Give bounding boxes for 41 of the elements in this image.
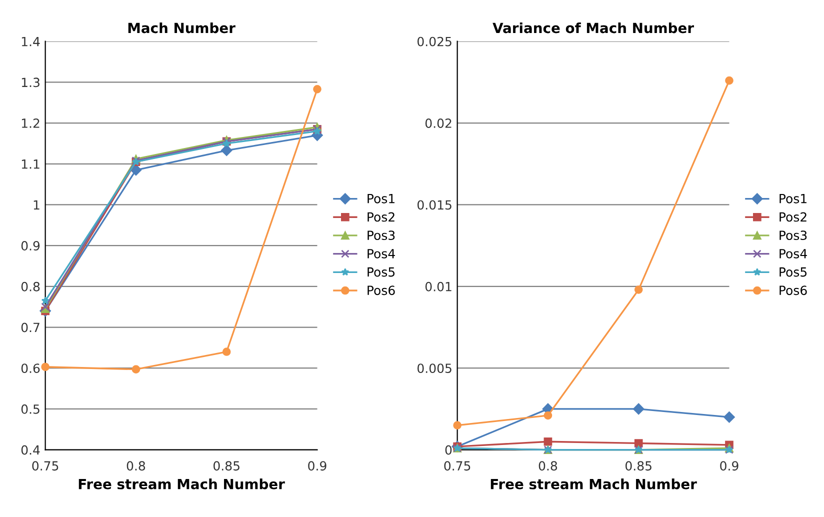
x-tick-label: 0.8 — [126, 461, 146, 471]
y-tick-label: 1.4 — [22, 36, 40, 46]
y-tick-label: 1.2 — [22, 118, 40, 128]
y-tick-label: 0.9 — [21, 241, 40, 250]
y-tick-label: 0.005 — [418, 364, 452, 374]
y-tick-label: 0.6 — [21, 364, 40, 374]
legend-label: Pos2 — [780, 212, 806, 222]
x-tick-label: 0.85 — [214, 461, 240, 471]
x-tick-label: 0.9 — [308, 461, 326, 471]
y-tick-label: 0.7 — [21, 322, 40, 332]
y-tick-label: 0.8 — [21, 282, 40, 292]
x-axis-title: Free stream Mach Number — [490, 478, 697, 490]
y-tick-label: 0.02 — [425, 118, 452, 128]
y-tick-label: 1.3 — [22, 78, 40, 88]
legend-label: Pos1 — [780, 194, 806, 204]
legend-label: Pos3 — [780, 230, 807, 240]
x-tick-label: 0.85 — [626, 461, 652, 471]
x-tick-label: 0.75 — [32, 461, 58, 471]
legend-label: Pos6 — [780, 286, 807, 296]
legend-label: Pos5 — [780, 267, 807, 277]
legend-label: Pos4 — [780, 249, 807, 258]
chart-title: Variance of Mach Number — [492, 22, 694, 34]
legend-label: Pos1 — [368, 194, 394, 204]
x-axis-title: Free stream Mach Number — [78, 478, 285, 490]
chart-title: Mach Number — [128, 22, 236, 34]
y-tick-label: 0 — [445, 445, 452, 455]
legend-label: Pos6 — [368, 286, 395, 296]
y-tick-label: 0.01 — [425, 282, 452, 292]
legend-label: Pos3 — [368, 230, 395, 240]
x-tick-label: 0.8 — [538, 461, 558, 471]
legend-label: Pos4 — [368, 249, 395, 258]
y-tick-label: 0.015 — [418, 200, 452, 210]
y-tick-label: 1.1 — [22, 160, 40, 169]
y-tick-label: 0.5 — [21, 404, 40, 414]
x-tick-label: 0.9 — [720, 461, 738, 471]
legend-label: Pos5 — [368, 267, 395, 277]
x-tick-label: 0.75 — [444, 461, 470, 471]
y-tick-label: 0.4 — [21, 445, 40, 455]
legend-label: Pos2 — [368, 212, 394, 222]
y-tick-label: 0.025 — [418, 36, 452, 46]
y-tick-label: 1 — [34, 200, 40, 210]
